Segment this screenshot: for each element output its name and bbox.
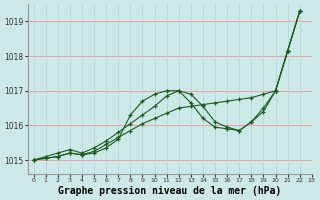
X-axis label: Graphe pression niveau de la mer (hPa): Graphe pression niveau de la mer (hPa): [58, 186, 281, 196]
